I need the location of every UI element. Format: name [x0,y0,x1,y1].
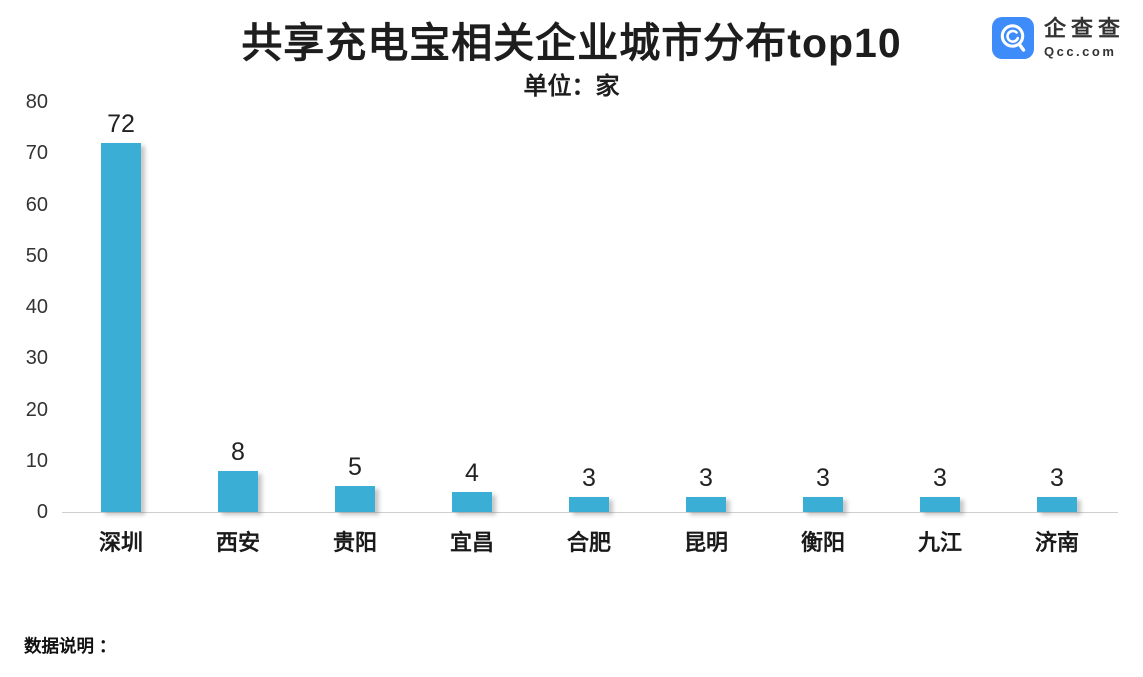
category-label: 合肥 [566,530,611,555]
bar-value-label: 72 [107,110,135,138]
chart-title: 共享充电宝相关企业城市分布top10 [241,20,902,66]
bar-value-label: 3 [699,463,713,492]
category-label: 济南 [1034,530,1079,555]
y-tick-label: 80 [25,91,48,113]
category-label: 昆明 [683,530,728,555]
logo-brand-name: 企查查 [1043,16,1125,41]
bar [335,486,375,512]
y-tick-label: 20 [25,398,48,421]
logo-domain: Qcc.com [1043,44,1117,59]
y-tick-label: 0 [36,501,48,523]
y-tick-label: 40 [25,296,48,318]
category-label: 九江 [917,530,962,555]
bar [920,496,960,512]
bar [686,496,726,512]
x-axis-line [62,512,1118,513]
bar [569,496,609,512]
notes-heading: 数据说明 ： [24,636,117,656]
bar-value-label: 3 [816,463,830,492]
y-tick-label: 30 [25,347,48,370]
bar-value-label: 8 [231,438,245,466]
bar [803,496,843,512]
category-label: 贵阳 [332,530,377,555]
y-tick-label: 10 [25,449,48,472]
bar [101,143,141,512]
chart-subtitle: 单位：家 [523,73,620,100]
bar-value-label: 3 [933,463,947,492]
bar-value-label: 5 [348,453,362,482]
y-tick-label: 60 [25,193,48,216]
qcc-logo: 企查查 Qcc.com [991,16,1125,60]
y-tick-label: 50 [25,244,48,267]
bar-value-label: 4 [465,458,479,487]
bar [1037,496,1077,512]
category-label: 宜昌 [449,530,494,555]
bar-value-label: 3 [582,463,596,492]
qcc-magnifier-icon [991,17,1034,59]
data-notes: 数据说明 ： 1、仅统计关键词为“共享充电宝”的在业存续企业 2、统计时间 20… [24,579,401,677]
category-label: 深圳 [98,530,143,555]
bar [452,491,492,512]
bar-value-label: 3 [1050,463,1064,492]
y-tick-label: 70 [25,142,48,165]
bar [218,471,258,512]
logo-text: 企查查 Qcc.com [1044,16,1125,60]
category-label: 西安 [215,530,260,555]
category-label: 衡阳 [800,530,845,555]
